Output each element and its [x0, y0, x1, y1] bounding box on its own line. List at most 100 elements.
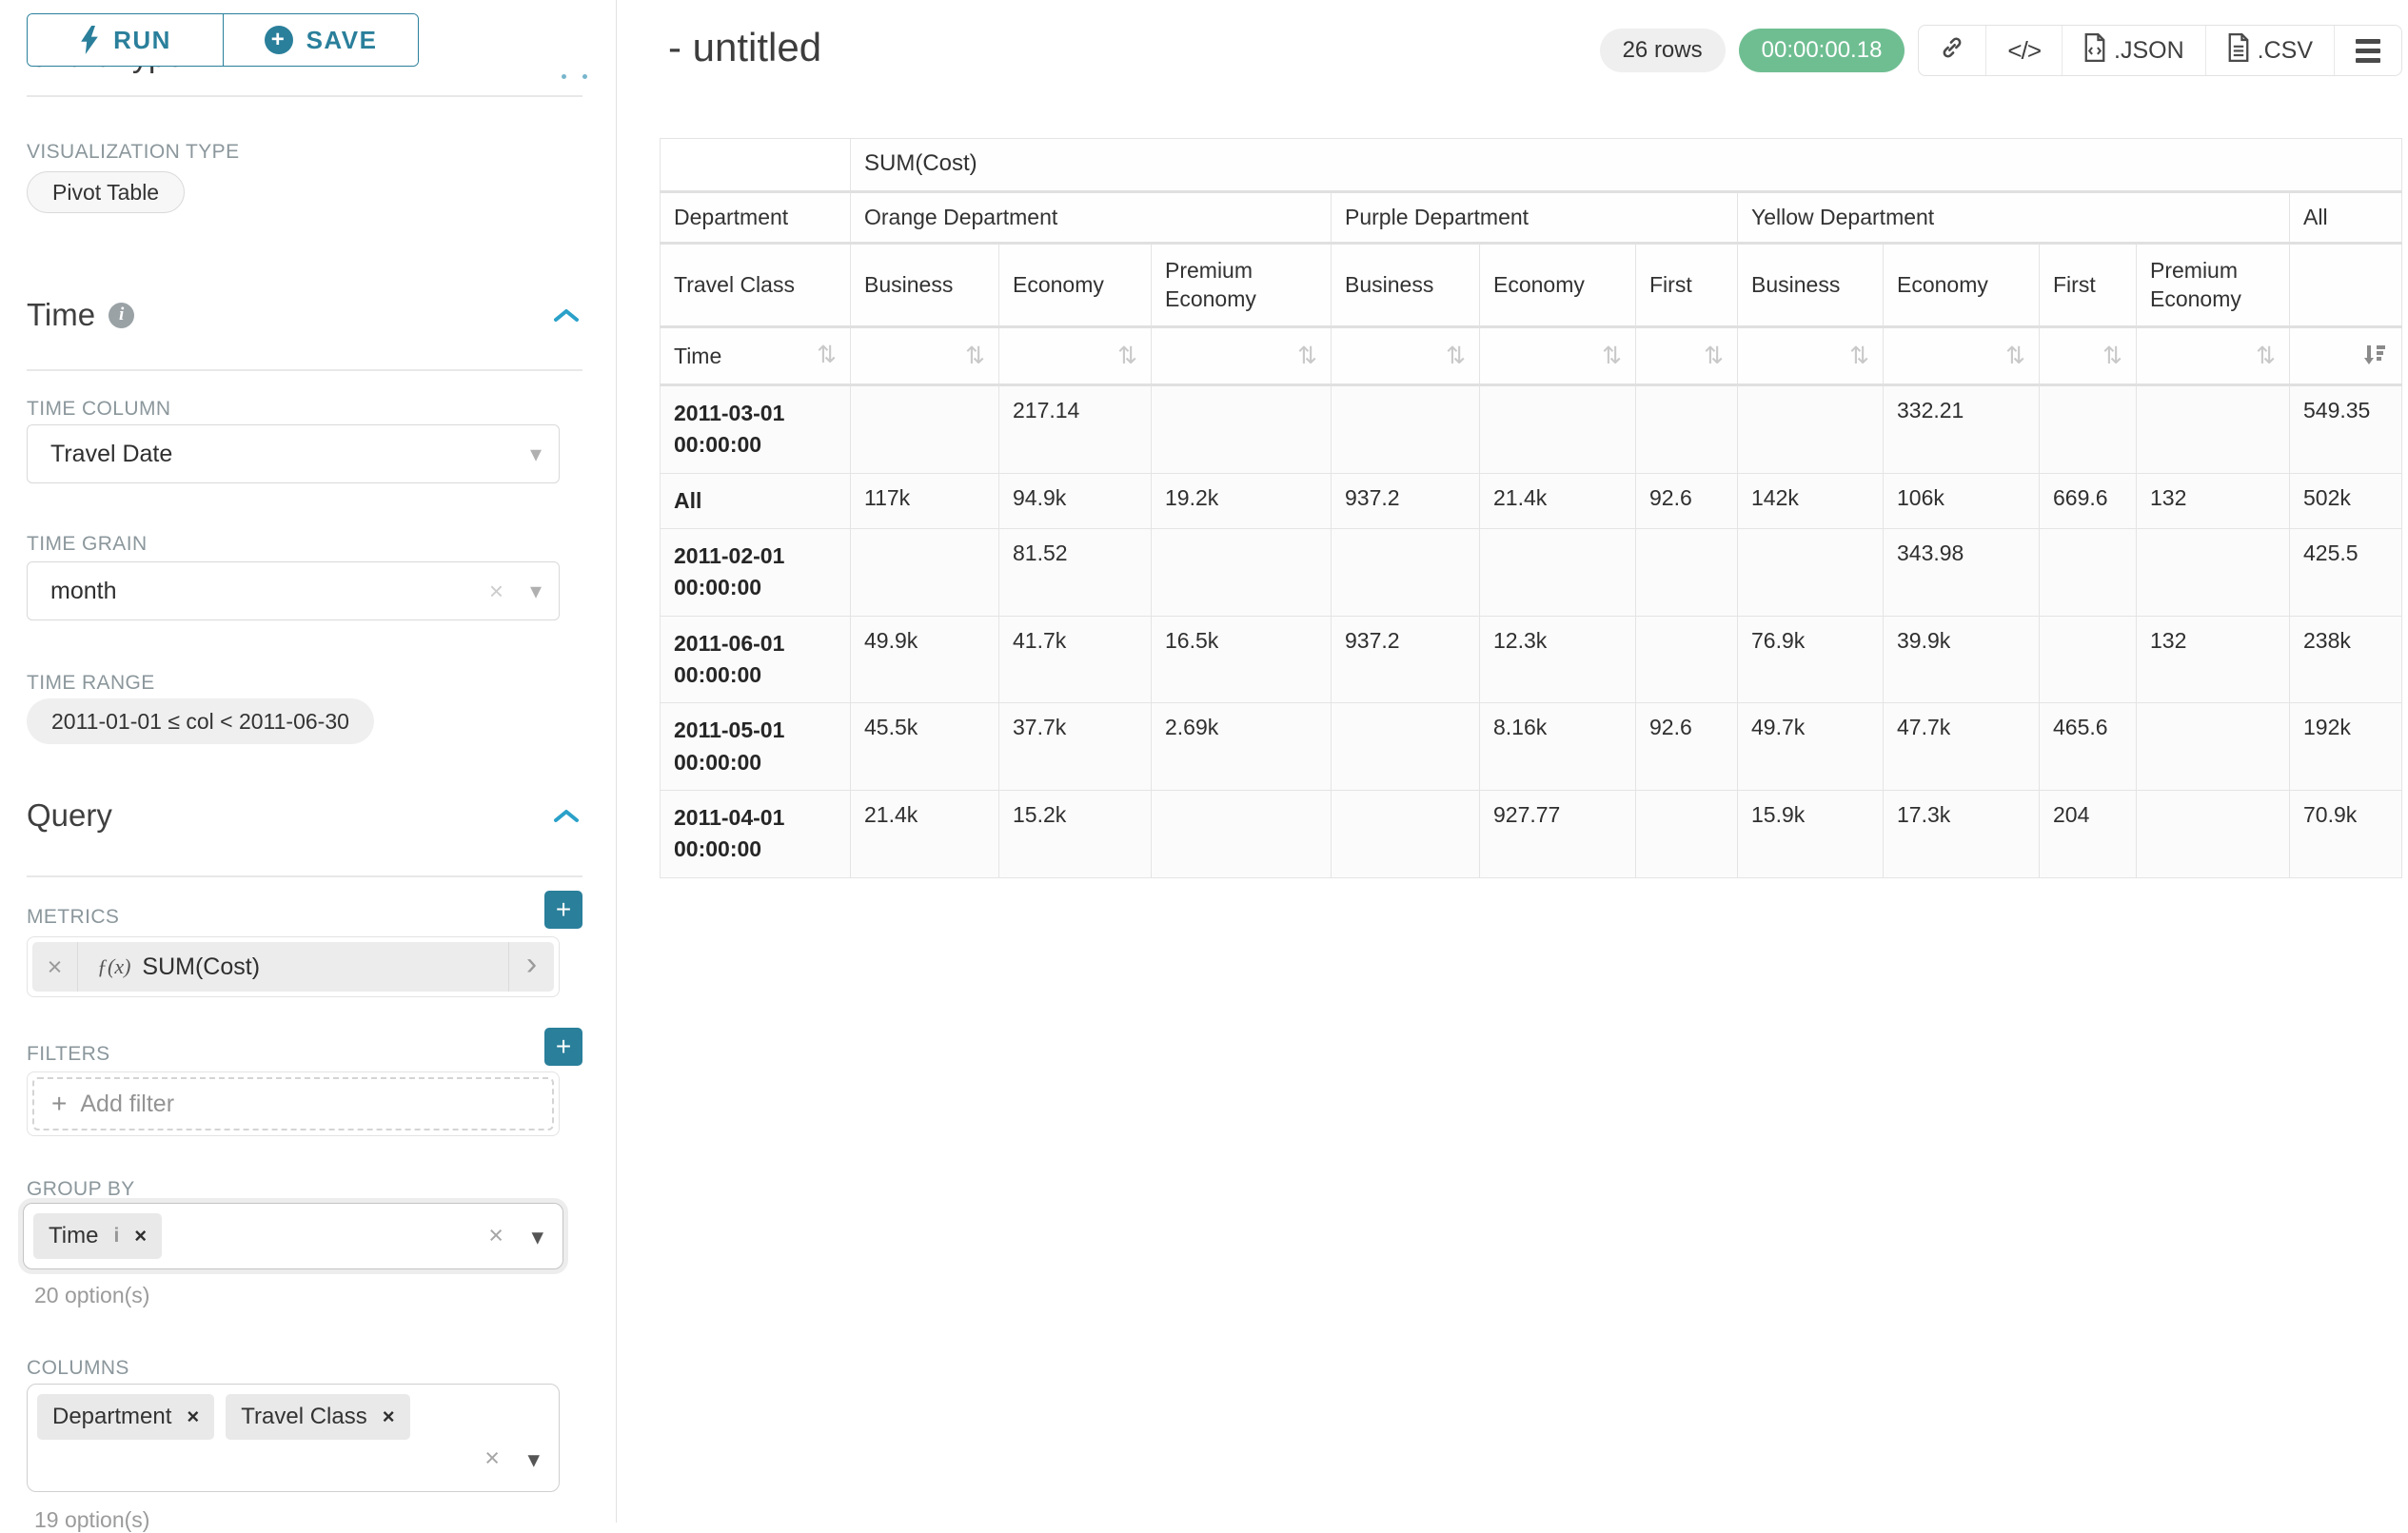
query-timer-badge: 00:00:00.18	[1738, 29, 1905, 72]
save-button[interactable]: + SAVE	[223, 14, 418, 66]
remove-chip-icon[interactable]: ×	[187, 1405, 200, 1428]
value-cell	[1635, 790, 1738, 878]
collapse-time-section-chevron-up-icon[interactable]	[552, 306, 581, 330]
time-grain-value: month	[50, 577, 117, 604]
sortable-column-cell[interactable]: ⇅	[850, 326, 999, 386]
sort-icon[interactable]: ⇅	[2256, 342, 2276, 369]
sortable-column-cell[interactable]: ⇅	[1883, 326, 2040, 386]
sortable-column-cell[interactable]: ⇅	[1479, 326, 1636, 386]
copy-link-button[interactable]	[1919, 26, 1985, 75]
sort-icon[interactable]: ⇅	[1446, 342, 1466, 369]
more-options-button[interactable]	[2334, 26, 2401, 75]
sortable-column-cell[interactable]: ⇅	[998, 326, 1152, 386]
info-icon[interactable]: i	[109, 302, 135, 328]
clear-icon[interactable]: ×	[488, 1221, 503, 1249]
sort-icon[interactable]: ⇅	[2102, 342, 2122, 369]
sort-descending-active-icon[interactable]	[2363, 342, 2388, 372]
value-cell: 21.4k	[1479, 472, 1636, 530]
remove-chip-icon[interactable]: ×	[382, 1405, 395, 1428]
run-button[interactable]: RUN	[28, 14, 223, 66]
chart-title[interactable]: - untitled	[668, 25, 822, 69]
sort-icon[interactable]: ⇅	[1117, 342, 1137, 369]
add-filter-plus-button[interactable]: +	[544, 1028, 582, 1066]
clear-icon[interactable]: ×	[488, 576, 503, 605]
value-cell	[2039, 528, 2137, 617]
value-cell	[1331, 790, 1480, 878]
add-filter-button[interactable]: + Add filter	[32, 1077, 554, 1130]
sort-icon[interactable]: ⇅	[1297, 342, 1317, 369]
view-query-button[interactable]: </>	[1985, 26, 2062, 75]
columns-select[interactable]: Department × Travel Class × × ▾	[27, 1384, 560, 1492]
sort-icon[interactable]: ⇅	[965, 342, 985, 369]
save-button-label: SAVE	[306, 25, 378, 54]
export-csv-label: .CSV	[2257, 36, 2313, 64]
chip-label: Department	[52, 1404, 172, 1429]
add-metric-button[interactable]: +	[544, 891, 582, 929]
control-panel: Chart Type RUN + SAVE VISUALIZATION TYPE…	[0, 0, 617, 1532]
travel-class-header: Economy	[1883, 243, 2040, 328]
value-cell: 502k	[2289, 472, 2402, 530]
file-json-icon	[2083, 32, 2106, 69]
value-cell: 2.69k	[1151, 702, 1332, 792]
sortable-column-cell[interactable]: ⇅	[2136, 326, 2290, 386]
add-filter-placeholder: Add filter	[80, 1090, 175, 1117]
remove-metric-icon[interactable]: ×	[32, 942, 78, 992]
remove-chip-icon[interactable]: ×	[134, 1224, 148, 1248]
visualization-type-pill[interactable]: Pivot Table	[27, 171, 186, 213]
row-count-badge: 26 rows	[1599, 29, 1726, 72]
sort-icon[interactable]: ⇅	[1602, 342, 1622, 369]
sortable-column-cell[interactable]: ⇅	[1331, 326, 1480, 386]
sortable-column-cell[interactable]: ⇅	[1737, 326, 1884, 386]
row-label-cell: 2011-02-01 00:00:00	[660, 528, 851, 617]
selected-option-chip[interactable]: Time i ×	[33, 1213, 163, 1259]
value-cell	[1635, 384, 1738, 474]
value-cell: 19.2k	[1151, 472, 1332, 530]
clear-icon[interactable]: ×	[484, 1444, 500, 1472]
time-column-select[interactable]: Travel Date ▾	[27, 424, 560, 483]
chevron-right-icon[interactable]: ›	[508, 942, 554, 992]
time-column-value: Travel Date	[50, 440, 173, 467]
travel-class-header: Business	[1331, 243, 1480, 328]
sortable-column-cell[interactable]: ⇅	[1151, 326, 1332, 386]
divider	[27, 95, 582, 97]
column-group-header: Orange Department	[850, 191, 1332, 245]
selected-option-chip[interactable]: Department ×	[37, 1394, 215, 1440]
selected-option-chip[interactable]: Travel Class ×	[226, 1394, 410, 1440]
collapse-query-section-chevron-up-icon[interactable]	[552, 807, 581, 831]
value-cell	[850, 384, 999, 474]
run-save-button-group: RUN + SAVE	[27, 13, 419, 67]
chevron-down-icon[interactable]: ▾	[531, 1224, 543, 1250]
value-cell: 332.21	[1883, 384, 2040, 474]
chevron-down-icon[interactable]: ▾	[527, 1446, 540, 1473]
export-csv-button[interactable]: .CSV	[2204, 26, 2334, 75]
sort-icon[interactable]: ⇅	[1704, 342, 1724, 369]
time-axis-label-cell[interactable]: Time ⇅	[660, 326, 851, 386]
pivot-travel-class-row: Travel Class Business Economy Premium Econo…	[660, 243, 2402, 328]
time-grain-select[interactable]: month × ▾	[27, 561, 560, 620]
info-icon[interactable]: i	[113, 1225, 120, 1247]
sort-icon[interactable]: ⇅	[2005, 342, 2025, 369]
corner-cell	[660, 138, 851, 193]
value-cell: 927.77	[1479, 790, 1636, 878]
travel-class-header: Premium Economy	[1151, 243, 1332, 328]
value-cell: 669.6	[2039, 472, 2137, 530]
value-cell	[1331, 528, 1480, 617]
metric-chip[interactable]: × ƒ(x) SUM(Cost) ›	[32, 942, 554, 992]
sortable-column-cell[interactable]	[2289, 326, 2402, 386]
value-cell	[1151, 790, 1332, 878]
sortable-column-cell[interactable]: ⇅	[1635, 326, 1738, 386]
export-json-button[interactable]: .JSON	[2062, 26, 2205, 75]
value-cell: 12.3k	[1479, 615, 1636, 704]
group-by-select[interactable]: Time i × × ▾	[23, 1203, 563, 1269]
time-range-pill[interactable]: 2011-01-01 ≤ col < 2011-06-30	[27, 698, 374, 744]
value-cell	[2039, 384, 2137, 474]
column-group-header: All	[2289, 191, 2402, 245]
value-cell: 8.16k	[1479, 702, 1636, 792]
sort-icon[interactable]: ⇅	[817, 341, 837, 368]
pivot-table: SUM(Cost) Department Orange Department Purp…	[660, 138, 2402, 878]
sortable-column-cell[interactable]: ⇅	[2039, 326, 2137, 386]
value-cell	[1151, 384, 1332, 474]
metric-name: SUM(Cost)	[142, 953, 261, 980]
filters-label: FILTERS	[27, 1043, 110, 1065]
sort-icon[interactable]: ⇅	[1849, 342, 1869, 369]
